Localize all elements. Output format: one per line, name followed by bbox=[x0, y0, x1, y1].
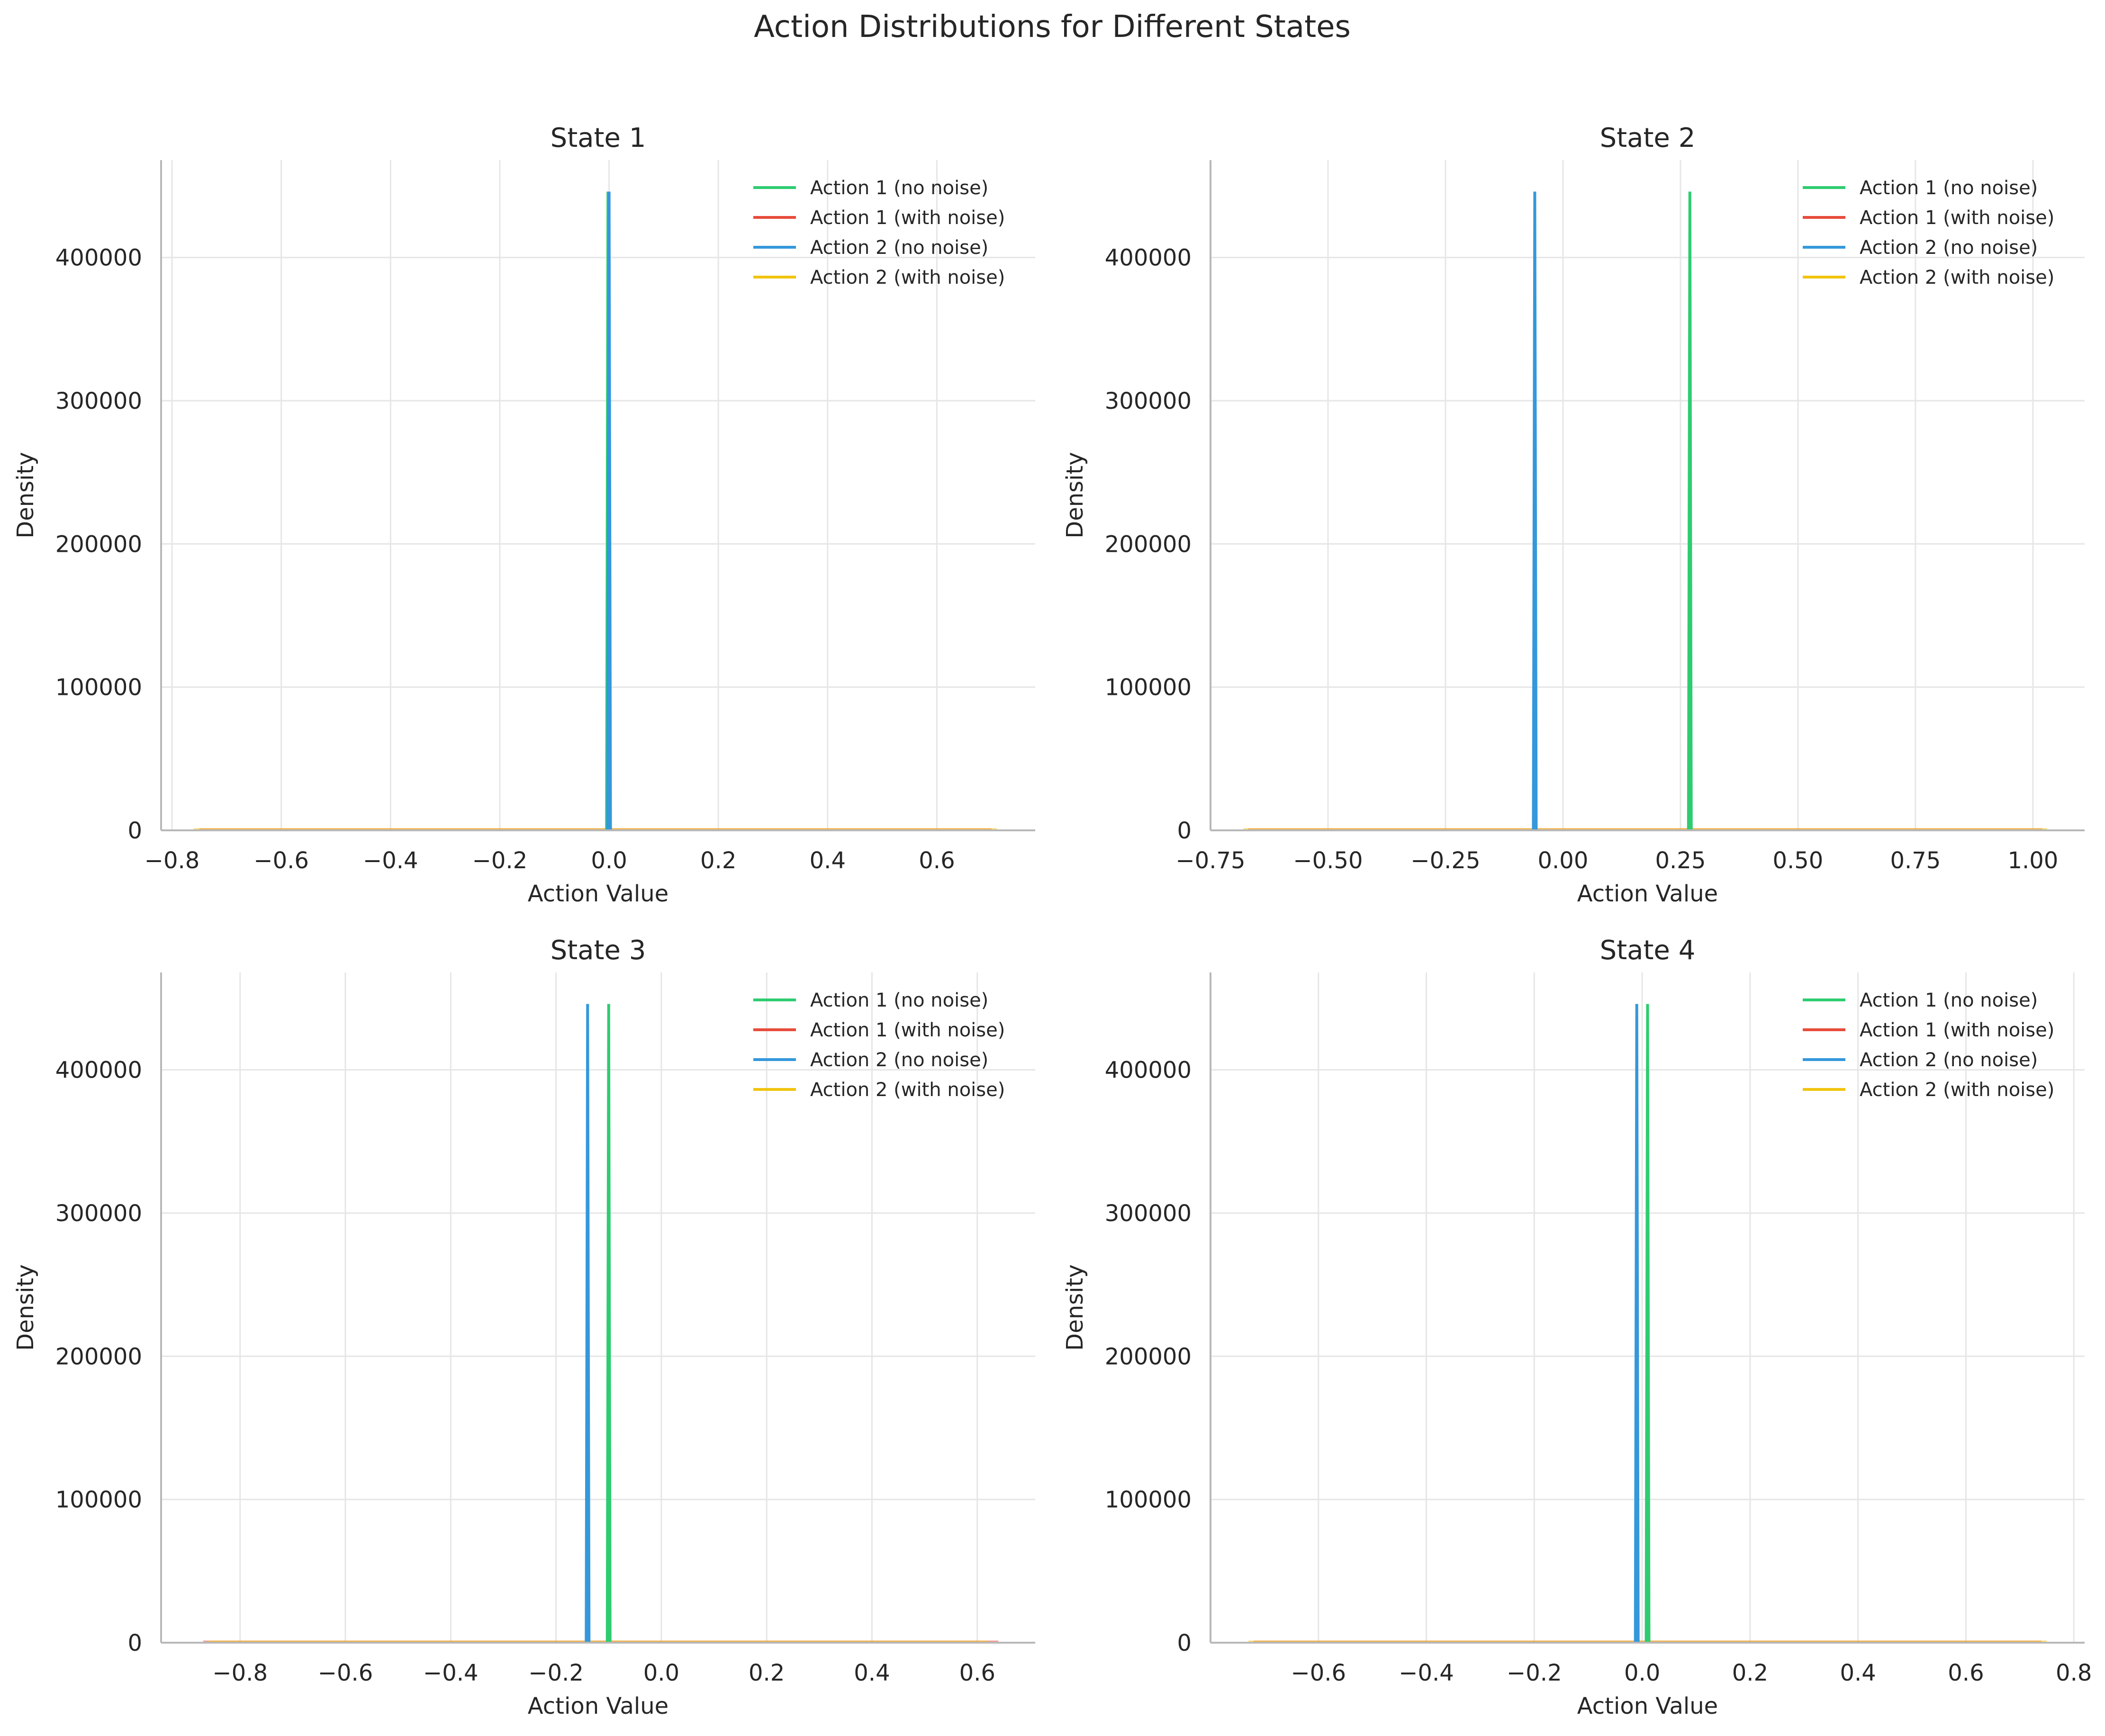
legend-label: Action 2 (no noise) bbox=[810, 237, 988, 259]
x-tick-label: 0.4 bbox=[810, 847, 846, 874]
y-tick-label: 0 bbox=[1177, 1630, 1192, 1656]
x-tick-label: 0.6 bbox=[1948, 1660, 1984, 1686]
x-tick-label: −0.6 bbox=[318, 1660, 373, 1686]
y-tick-label: 0 bbox=[127, 1630, 142, 1656]
y-axis-label: Density bbox=[1062, 452, 1088, 538]
y-tick-label: 400000 bbox=[55, 245, 142, 271]
legend-label: Action 2 (with noise) bbox=[810, 1079, 1005, 1101]
y-tick-label: 100000 bbox=[55, 1487, 142, 1513]
legend-label: Action 2 (no noise) bbox=[1860, 237, 2038, 259]
x-tick-label: −0.6 bbox=[1291, 1660, 1346, 1686]
legend-label: Action 2 (with noise) bbox=[810, 267, 1005, 288]
legend: Action 1 (no noise) Action 1 (with noise)… bbox=[1803, 989, 2054, 1101]
subplot-state-1: −0.8 −0.6 −0.4 −0.2 0.0 0.2 0.4 0.6 0 100000 20000… bbox=[12, 123, 1035, 907]
series-line bbox=[605, 1004, 612, 1643]
series-line bbox=[1687, 191, 1693, 831]
subplot-title: State 1 bbox=[551, 123, 646, 153]
x-tick-label: −0.2 bbox=[528, 1660, 584, 1686]
x-tick-label: −0.8 bbox=[145, 847, 200, 874]
legend-label: Action 1 (no noise) bbox=[810, 989, 988, 1011]
y-tick-label: 0 bbox=[127, 818, 142, 844]
figure-title: Action Distributions for Different State… bbox=[754, 9, 1351, 45]
x-tick-label: 0.6 bbox=[959, 1660, 995, 1686]
x-tick-label: 0.2 bbox=[749, 1660, 785, 1686]
subplot-title: State 4 bbox=[1600, 935, 1696, 966]
legend-label: Action 1 (with noise) bbox=[1860, 1019, 2054, 1041]
x-tick-label: 1.00 bbox=[2007, 847, 2058, 874]
subplot-title: State 3 bbox=[551, 935, 646, 966]
subplot-title: State 2 bbox=[1600, 123, 1696, 153]
legend: Action 1 (no noise) Action 1 (with noise)… bbox=[1803, 177, 2054, 288]
series-line bbox=[585, 1004, 591, 1643]
legend-label: Action 1 (no noise) bbox=[810, 177, 988, 199]
legend: Action 1 (no noise) Action 1 (with noise)… bbox=[753, 989, 1005, 1101]
legend-label: Action 1 (with noise) bbox=[810, 207, 1005, 229]
y-axis-label: Density bbox=[1062, 1264, 1088, 1350]
legend: Action 1 (no noise) Action 1 (with noise)… bbox=[753, 177, 1005, 288]
subplot-state-3: −0.8 −0.6 −0.4 −0.2 0.0 0.2 0.4 0.6 0 100000 20000… bbox=[12, 935, 1035, 1719]
x-tick-label: 0.0 bbox=[591, 847, 627, 874]
x-tick-label: −0.4 bbox=[1399, 1660, 1454, 1686]
legend-label: Action 1 (with noise) bbox=[810, 1019, 1005, 1041]
series-line bbox=[606, 191, 612, 831]
y-tick-label: 0 bbox=[1177, 818, 1192, 844]
y-tick-label: 200000 bbox=[1105, 1343, 1192, 1370]
x-tick-label: −0.75 bbox=[1175, 847, 1245, 874]
x-tick-label: 0.8 bbox=[2056, 1660, 2092, 1686]
x-axis-label: Action Value bbox=[1577, 1693, 1718, 1719]
x-tick-label: 0.0 bbox=[1624, 1660, 1660, 1686]
series-line bbox=[1644, 1004, 1651, 1643]
x-tick-label: −0.4 bbox=[363, 847, 418, 874]
y-tick-label: 200000 bbox=[55, 531, 142, 558]
x-tick-label: −0.2 bbox=[472, 847, 528, 874]
y-tick-label: 100000 bbox=[1105, 675, 1192, 701]
y-tick-label: 100000 bbox=[55, 675, 142, 701]
x-tick-label: 0.75 bbox=[1890, 847, 1941, 874]
subplot-state-2: −0.75 −0.50 −0.25 0.00 0.25 0.50 0.75 1.00 0 1000… bbox=[1062, 123, 2085, 907]
y-axis-label: Density bbox=[12, 1264, 39, 1350]
x-tick-label: 0.25 bbox=[1655, 847, 1706, 874]
x-tick-label: −0.4 bbox=[423, 1660, 479, 1686]
legend-label: Action 1 (with noise) bbox=[1860, 207, 2054, 229]
y-tick-label: 400000 bbox=[55, 1057, 142, 1084]
legend-label: Action 2 (with noise) bbox=[1860, 267, 2054, 288]
x-tick-label: 0.0 bbox=[643, 1660, 679, 1686]
legend-label: Action 2 (with noise) bbox=[1860, 1079, 2054, 1101]
x-tick-label: 0.2 bbox=[700, 847, 736, 874]
legend-label: Action 1 (no noise) bbox=[1860, 989, 2038, 1011]
x-tick-label: 0.50 bbox=[1772, 847, 1823, 874]
x-tick-label: −0.50 bbox=[1293, 847, 1363, 874]
legend-label: Action 2 (no noise) bbox=[1860, 1049, 2038, 1071]
legend-label: Action 1 (no noise) bbox=[1860, 177, 2038, 199]
x-tick-label: −0.8 bbox=[212, 1660, 268, 1686]
legend-label: Action 2 (no noise) bbox=[810, 1049, 988, 1071]
x-tick-label: −0.6 bbox=[253, 847, 309, 874]
y-tick-label: 200000 bbox=[55, 1343, 142, 1370]
y-tick-label: 400000 bbox=[1105, 245, 1192, 271]
x-axis-label: Action Value bbox=[528, 881, 669, 907]
y-tick-label: 300000 bbox=[1105, 1200, 1192, 1227]
y-axis-label: Density bbox=[12, 452, 39, 538]
x-axis-label: Action Value bbox=[1577, 881, 1718, 907]
x-tick-label: −0.2 bbox=[1507, 1660, 1562, 1686]
x-tick-label: 0.4 bbox=[854, 1660, 890, 1686]
x-tick-label: 0.00 bbox=[1538, 847, 1589, 874]
y-tick-label: 300000 bbox=[55, 388, 142, 414]
subplot-state-4: −0.6 −0.4 −0.2 0.0 0.2 0.4 0.6 0.8 0 100000 200000… bbox=[1062, 935, 2092, 1719]
x-tick-label: −0.25 bbox=[1410, 847, 1480, 874]
y-tick-label: 200000 bbox=[1105, 531, 1192, 558]
x-tick-label: 0.2 bbox=[1732, 1660, 1768, 1686]
y-tick-label: 300000 bbox=[1105, 388, 1192, 414]
y-tick-label: 300000 bbox=[55, 1200, 142, 1227]
y-tick-label: 400000 bbox=[1105, 1057, 1192, 1084]
y-tick-label: 100000 bbox=[1105, 1487, 1192, 1513]
x-tick-label: 0.6 bbox=[919, 847, 955, 874]
x-tick-label: 0.4 bbox=[1840, 1660, 1876, 1686]
x-axis-label: Action Value bbox=[528, 1693, 669, 1719]
series-line bbox=[1532, 191, 1538, 831]
series-line bbox=[1634, 1004, 1640, 1643]
